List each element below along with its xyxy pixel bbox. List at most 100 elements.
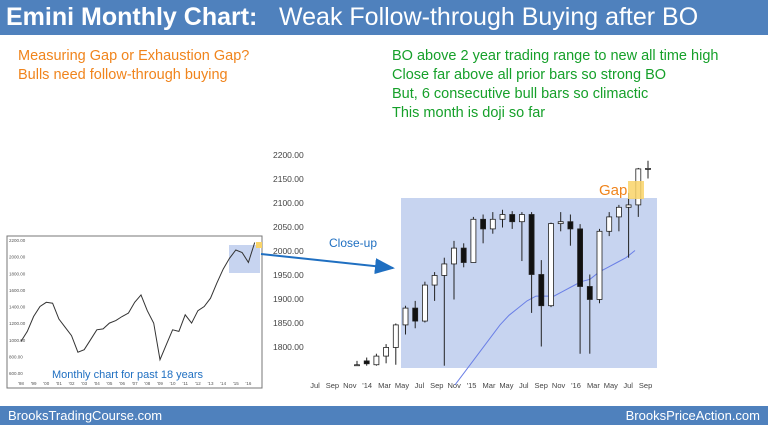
inset-y-tick-label: 2000.00 bbox=[9, 255, 26, 260]
x-tick-label: Jul bbox=[415, 381, 425, 390]
x-tick-label: Jul bbox=[519, 381, 529, 390]
candle-bull bbox=[645, 168, 651, 170]
y-tick-label: 1850.00 bbox=[273, 318, 304, 328]
inset-x-tick-label: '09 bbox=[157, 381, 163, 386]
x-tick-label: Sep bbox=[326, 381, 339, 390]
right-note-4: This month is doji so far bbox=[392, 105, 546, 121]
closeup-label: Close-up bbox=[329, 236, 377, 250]
candle-bull bbox=[431, 275, 438, 286]
closeup-panel: 1800.00 1850.00 1900.00 1950.00 2000.00 2050.… bbox=[273, 150, 657, 390]
y-tick-label: 1800.00 bbox=[273, 342, 304, 352]
inset-x-tick-label: '02 bbox=[69, 381, 75, 386]
inset-x-tick-label: '01 bbox=[56, 381, 62, 386]
candle-bull bbox=[470, 218, 477, 263]
candle-bear bbox=[528, 214, 535, 275]
y-tick-label: 2200.00 bbox=[273, 150, 304, 160]
left-note-2: Bulls need follow-through buying bbox=[18, 67, 228, 83]
x-tick-label: May bbox=[395, 381, 409, 390]
inset-x-tick-label: '07 bbox=[132, 381, 138, 386]
x-tick-label: Nov bbox=[448, 381, 462, 390]
inset-x-axis: '98 '99 '00 '01 '02 '03 '04 '05 '06 '07 '08 '09 '10 '… bbox=[18, 381, 252, 386]
x-tick-label: May bbox=[604, 381, 618, 390]
x-tick-label: Nov bbox=[552, 381, 566, 390]
footer-bar: BrooksTradingCourse.com BrooksPriceActio… bbox=[0, 406, 768, 425]
x-tick-label: '14 bbox=[362, 381, 372, 390]
candle-bull bbox=[392, 324, 399, 348]
gap-highlight bbox=[628, 181, 644, 199]
title-text: Weak Follow-through Buying after BO bbox=[279, 3, 699, 31]
inset-x-tick-label: '05 bbox=[107, 381, 113, 386]
candle-bull bbox=[635, 168, 642, 206]
candle-bull bbox=[499, 214, 506, 220]
candle-bull bbox=[625, 204, 632, 208]
x-tick-label: Mar bbox=[483, 381, 496, 390]
right-note-2: Close far above all prior bars so strong… bbox=[392, 67, 667, 83]
x-tick-label: Mar bbox=[587, 381, 600, 390]
candle-bull bbox=[421, 284, 428, 322]
inset-y-tick-label: 1400.00 bbox=[9, 305, 26, 310]
inset-price-line bbox=[20, 242, 256, 362]
x-tick-label: May bbox=[499, 381, 513, 390]
candle-bull bbox=[557, 221, 564, 225]
left-note-1: Measuring Gap or Exhaustion Gap? bbox=[18, 48, 250, 64]
inset-x-tick-label: '12 bbox=[195, 381, 201, 386]
inset-x-tick-label: '16 bbox=[245, 381, 251, 386]
candle-bear bbox=[412, 307, 419, 322]
inset-x-tick-label: '06 bbox=[119, 381, 125, 386]
candle-bull bbox=[402, 307, 409, 326]
x-tick-label: '16 bbox=[571, 381, 581, 390]
gap-label: Gap bbox=[599, 182, 627, 199]
inset-y-tick-label: 1000.00 bbox=[9, 338, 26, 343]
x-tick-label: Sep bbox=[639, 381, 652, 390]
closeup-x-axis: Jul Sep Nov '14 Mar May Jul Sep Nov '15 Mar May Jul S… bbox=[310, 381, 652, 390]
y-tick-label: 2050.00 bbox=[273, 222, 304, 232]
candle-bull bbox=[354, 364, 360, 367]
footer-right-site: BrooksPriceAction.com bbox=[625, 408, 760, 423]
candle-bear bbox=[363, 360, 370, 365]
candle-bull bbox=[451, 247, 457, 265]
inset-x-tick-label: '04 bbox=[94, 381, 100, 386]
right-note-3: But, 6 consecutive bull bars so climacti… bbox=[392, 86, 649, 102]
inset-x-tick-label: '00 bbox=[43, 381, 49, 386]
inset-y-tick-label: 800.00 bbox=[9, 354, 23, 359]
candle-bull bbox=[441, 263, 448, 276]
candle-bull bbox=[548, 223, 554, 307]
closeup-y-axis: 1800.00 1850.00 1900.00 1950.00 2000.00 2050.… bbox=[273, 150, 304, 352]
inset-x-tick-label: '08 bbox=[144, 381, 150, 386]
closeup-arrow bbox=[260, 253, 395, 275]
x-tick-label: '15 bbox=[467, 381, 477, 390]
candle-bull bbox=[596, 230, 603, 300]
candle-bull bbox=[373, 355, 380, 366]
y-tick-label: 2100.00 bbox=[273, 198, 304, 208]
candle-bear bbox=[480, 218, 487, 230]
x-tick-label: Mar bbox=[378, 381, 391, 390]
inset-y-tick-label: 600.00 bbox=[9, 371, 23, 376]
x-tick-label: Sep bbox=[535, 381, 548, 390]
inset-panel: 600.00 800.00 1000.00 1200.00 1400.00 1600.00… bbox=[6, 235, 263, 389]
inset-y-tick-label: 1800.00 bbox=[9, 271, 26, 276]
title-bold: Emini Monthly Chart: bbox=[6, 3, 258, 31]
right-note-1: BO above 2 year trading range to new all… bbox=[392, 48, 719, 64]
inset-x-tick-label: '03 bbox=[81, 381, 87, 386]
y-tick-label: 2000.00 bbox=[273, 246, 304, 256]
candle-bear bbox=[577, 228, 583, 287]
inset-x-tick-label: '11 bbox=[182, 381, 188, 386]
candle-bear bbox=[586, 286, 593, 300]
candle-bull bbox=[606, 216, 613, 232]
inset-y-tick-label: 1200.00 bbox=[9, 321, 26, 326]
inset-x-tick-label: '98 bbox=[18, 381, 24, 386]
inset-y-axis: 600.00 800.00 1000.00 1200.00 1400.00 1600.00… bbox=[9, 238, 26, 376]
candle-bear bbox=[509, 214, 516, 223]
inset-x-tick-label: '10 bbox=[170, 381, 176, 386]
x-tick-label: Nov bbox=[343, 381, 357, 390]
inset-highlight bbox=[229, 245, 260, 273]
candle-bear bbox=[460, 247, 467, 263]
candle-bear bbox=[567, 221, 574, 230]
candle-bull bbox=[383, 347, 390, 357]
inset-x-tick-label: '13 bbox=[208, 381, 214, 386]
y-tick-label: 1900.00 bbox=[273, 294, 304, 304]
inset-x-tick-label: '99 bbox=[31, 381, 37, 386]
candle-bull bbox=[519, 214, 525, 223]
inset-gap-highlight bbox=[256, 242, 262, 248]
candle-bear bbox=[538, 274, 545, 307]
